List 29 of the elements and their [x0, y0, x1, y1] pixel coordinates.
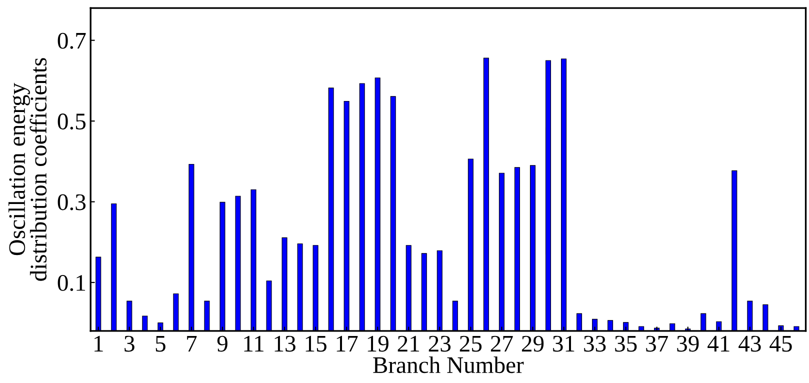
- x-tick-label: 29: [522, 336, 544, 352]
- x-tick-label: 7: [187, 336, 197, 352]
- x-tick-label: 33: [584, 336, 606, 352]
- x-tick-label: 41: [708, 336, 730, 352]
- x-tick-label: 21: [398, 336, 420, 352]
- x-tick-label: 15: [306, 336, 326, 352]
- x-tick-label: 35: [615, 336, 637, 352]
- x-tick-label: 45: [770, 336, 792, 352]
- x-tick-label: 3: [124, 336, 134, 352]
- x-axis-title: Branch Number: [373, 356, 524, 374]
- x-tick-label: 25: [460, 336, 482, 352]
- y-tick-label: 0.1: [58, 274, 86, 292]
- x-tick-label: 9: [217, 336, 228, 352]
- x-tick-label: 13: [274, 336, 296, 352]
- y-tick-label: 0.5: [58, 114, 86, 130]
- x-tick-label: 27: [490, 336, 513, 352]
- x-tick-label: 23: [428, 336, 451, 352]
- x-tick-label: 5: [156, 336, 166, 352]
- x-tick-label: 31: [553, 336, 574, 352]
- y-tick-label: 0.7: [58, 32, 86, 49]
- x-tick-label: 1: [94, 336, 103, 352]
- x-tick-label: 39: [677, 336, 699, 352]
- x-tick-label: 43: [738, 336, 761, 352]
- x-tick-label: 11: [244, 336, 264, 352]
- x-tick-label: 19: [368, 336, 388, 352]
- x-tick-label: 37: [646, 336, 668, 352]
- y-axis-title: Oscillation energy distribution coefficients: [8, 58, 47, 281]
- y-tick-label: 0.3: [58, 194, 86, 210]
- x-tick-label: 17: [336, 336, 358, 352]
